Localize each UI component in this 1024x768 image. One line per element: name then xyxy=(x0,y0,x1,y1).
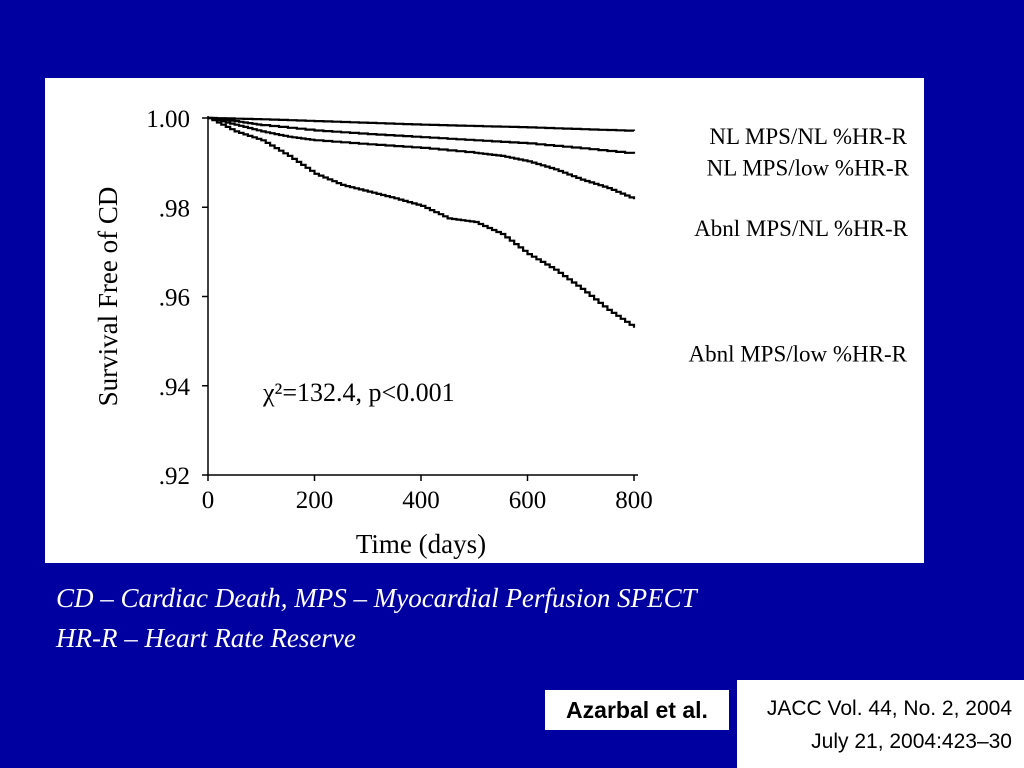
y-axis-label: Survival Free of CD xyxy=(93,187,123,407)
y-tick-label: .92 xyxy=(159,463,190,490)
citation-authors: Azarbal et al. xyxy=(566,696,708,723)
x-tick-label: 600 xyxy=(509,487,547,514)
y-tick-label: .98 xyxy=(159,195,190,222)
citation-date-pages: July 21, 2004:423–30 xyxy=(811,730,1012,753)
survival-chart: .92 .94 .96 .98 1.00 0 200 400 600 800 Time (days)… xyxy=(93,106,910,559)
author-citation-box: Azarbal et al. xyxy=(545,690,729,730)
caption-line-1: CD – Cardiac Death, MPS – Myocardial Per… xyxy=(56,583,697,613)
caption-line-2: HR-R – Heart Rate Reserve xyxy=(56,623,356,653)
y-tick-label: .96 xyxy=(159,285,190,312)
series-line xyxy=(208,116,636,132)
series-label: Abnl MPS/NL %HR-R xyxy=(694,216,908,241)
series-line xyxy=(208,116,636,328)
y-tick-label: .94 xyxy=(159,374,191,401)
series-line xyxy=(208,116,636,200)
journal-reference-box: JACC Vol. 44, No. 2, 2004 July 21, 2004:… xyxy=(737,680,1024,768)
x-tick-label: 200 xyxy=(296,487,334,514)
y-tick-label: 1.00 xyxy=(146,106,190,133)
citation-journal: JACC Vol. 44, No. 2, 2004 xyxy=(766,697,1012,720)
chart-panel: .92 .94 .96 .98 1.00 0 200 400 600 800 Time (days)… xyxy=(45,78,924,563)
x-tick-label: 0 xyxy=(202,487,215,514)
caption: CD – Cardiac Death, MPS – Myocardial Per… xyxy=(56,578,697,658)
series-label: Abnl MPS/low %HR-R xyxy=(688,342,907,367)
x-tick-label: 800 xyxy=(615,487,653,514)
series-label: NL MPS/low %HR-R xyxy=(707,156,910,181)
x-axis-label: Time (days) xyxy=(356,529,486,559)
chart-annotation: χ²=132.4, p<0.001 xyxy=(262,378,455,407)
x-tick-label: 400 xyxy=(402,487,440,514)
series-label: NL MPS/NL %HR-R xyxy=(709,124,907,149)
series-line xyxy=(208,116,636,154)
